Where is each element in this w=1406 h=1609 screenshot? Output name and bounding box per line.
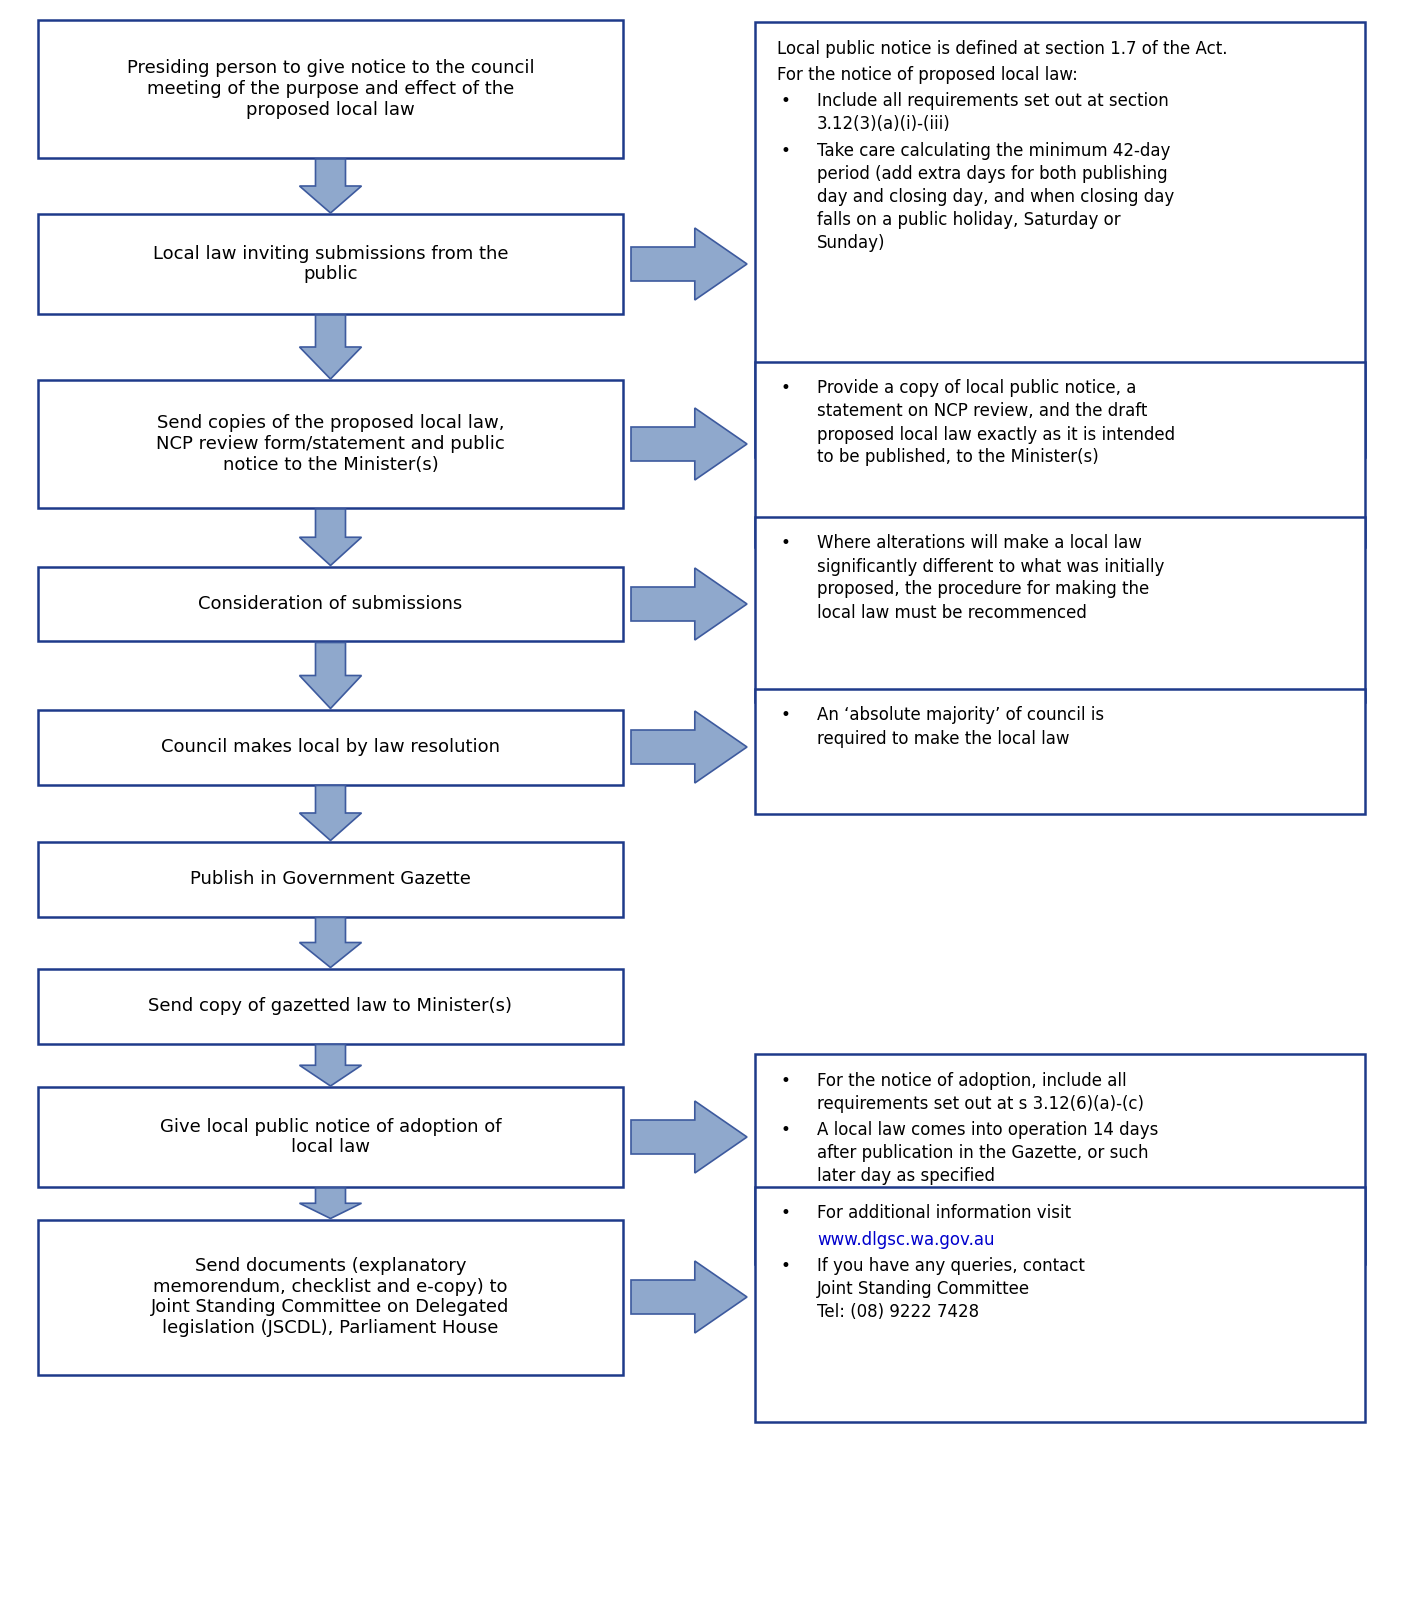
Text: Presiding person to give notice to the council
meeting of the purpose and effect: Presiding person to give notice to the c…	[127, 60, 534, 119]
Text: 3.12(3)(a)(i)-(iii): 3.12(3)(a)(i)-(iii)	[817, 116, 950, 134]
Text: day and closing day, and when closing day: day and closing day, and when closing da…	[817, 188, 1174, 206]
FancyBboxPatch shape	[38, 1220, 623, 1374]
Text: Where alterations will make a local law: Where alterations will make a local law	[817, 534, 1142, 552]
Text: requirements set out at s 3.12(6)(a)-(c): requirements set out at s 3.12(6)(a)-(c)	[817, 1096, 1144, 1113]
Text: Publish in Government Gazette: Publish in Government Gazette	[190, 870, 471, 888]
Text: Give local public notice of adoption of
local law: Give local public notice of adoption of …	[160, 1118, 502, 1157]
Text: Local law inviting submissions from the
public: Local law inviting submissions from the …	[153, 245, 508, 283]
Text: Council makes local by law resolution: Council makes local by law resolution	[162, 739, 501, 756]
Text: •: •	[780, 1121, 790, 1139]
Text: www.dlgsc.wa.gov.au: www.dlgsc.wa.gov.au	[817, 1231, 994, 1249]
Polygon shape	[631, 1101, 747, 1173]
FancyBboxPatch shape	[38, 969, 623, 1044]
FancyBboxPatch shape	[755, 689, 1365, 814]
Text: statement on NCP review, and the draft: statement on NCP review, and the draft	[817, 402, 1147, 420]
Text: Local public notice is defined at section 1.7 of the Act.: Local public notice is defined at sectio…	[778, 40, 1227, 58]
Text: after publication in the Gazette, or such: after publication in the Gazette, or suc…	[817, 1144, 1149, 1162]
Text: A local law comes into operation 14 days: A local law comes into operation 14 days	[817, 1121, 1159, 1139]
FancyBboxPatch shape	[38, 1088, 623, 1187]
Text: later day as specified: later day as specified	[817, 1168, 995, 1186]
Text: proposed, the procedure for making the: proposed, the procedure for making the	[817, 581, 1149, 599]
Text: Send documents (explanatory
memorendum, checklist and e-copy) to
Joint Standing : Send documents (explanatory memorendum, …	[152, 1257, 510, 1337]
FancyBboxPatch shape	[755, 21, 1365, 457]
Text: •: •	[780, 142, 790, 159]
Polygon shape	[299, 1187, 361, 1218]
Polygon shape	[631, 409, 747, 479]
FancyBboxPatch shape	[38, 380, 623, 508]
Text: •: •	[780, 1072, 790, 1089]
Text: An ‘absolute majority’ of council is: An ‘absolute majority’ of council is	[817, 706, 1104, 724]
Polygon shape	[299, 159, 361, 212]
Polygon shape	[299, 315, 361, 380]
Text: Joint Standing Committee: Joint Standing Committee	[817, 1281, 1031, 1298]
Text: proposed local law exactly as it is intended: proposed local law exactly as it is inte…	[817, 425, 1175, 444]
Text: Send copy of gazetted law to Minister(s): Send copy of gazetted law to Minister(s)	[149, 998, 513, 1015]
FancyBboxPatch shape	[38, 842, 623, 917]
Text: For additional information visit: For additional information visit	[817, 1205, 1071, 1223]
Polygon shape	[631, 228, 747, 299]
Text: Include all requirements set out at section: Include all requirements set out at sect…	[817, 92, 1168, 111]
Text: For the notice of adoption, include all: For the notice of adoption, include all	[817, 1072, 1126, 1089]
Text: Provide a copy of local public notice, a: Provide a copy of local public notice, a	[817, 380, 1136, 397]
Polygon shape	[299, 508, 361, 565]
Text: local law must be recommenced: local law must be recommenced	[817, 603, 1087, 621]
Text: For the notice of proposed local law:: For the notice of proposed local law:	[778, 66, 1078, 84]
Polygon shape	[631, 1261, 747, 1332]
FancyBboxPatch shape	[755, 1186, 1365, 1421]
Text: to be published, to the Minister(s): to be published, to the Minister(s)	[817, 449, 1098, 467]
Text: Take care calculating the minimum 42-day: Take care calculating the minimum 42-day	[817, 142, 1170, 159]
Polygon shape	[631, 711, 747, 784]
Text: Consideration of submissions: Consideration of submissions	[198, 595, 463, 613]
Polygon shape	[299, 917, 361, 967]
FancyBboxPatch shape	[755, 362, 1365, 547]
Text: •: •	[780, 380, 790, 397]
FancyBboxPatch shape	[38, 710, 623, 785]
Polygon shape	[631, 568, 747, 640]
Text: If you have any queries, contact: If you have any queries, contact	[817, 1257, 1085, 1276]
FancyBboxPatch shape	[38, 19, 623, 158]
Text: •: •	[780, 92, 790, 111]
Text: Sunday): Sunday)	[817, 233, 886, 253]
Text: Tel: (08) 9222 7428: Tel: (08) 9222 7428	[817, 1303, 979, 1321]
Text: •: •	[780, 1257, 790, 1276]
Text: significantly different to what was initially: significantly different to what was init…	[817, 557, 1164, 576]
FancyBboxPatch shape	[755, 1054, 1365, 1265]
Polygon shape	[299, 642, 361, 708]
Text: required to make the local law: required to make the local law	[817, 729, 1070, 748]
Text: period (add extra days for both publishing: period (add extra days for both publishi…	[817, 164, 1167, 183]
FancyBboxPatch shape	[755, 516, 1365, 702]
Text: •: •	[780, 706, 790, 724]
Text: Send copies of the proposed local law,
NCP review form/statement and public
noti: Send copies of the proposed local law, N…	[156, 414, 505, 473]
Polygon shape	[299, 785, 361, 840]
Text: •: •	[780, 1205, 790, 1223]
Text: •: •	[780, 534, 790, 552]
FancyBboxPatch shape	[38, 566, 623, 642]
FancyBboxPatch shape	[38, 214, 623, 314]
Text: falls on a public holiday, Saturday or: falls on a public holiday, Saturday or	[817, 211, 1121, 228]
Polygon shape	[299, 1044, 361, 1086]
